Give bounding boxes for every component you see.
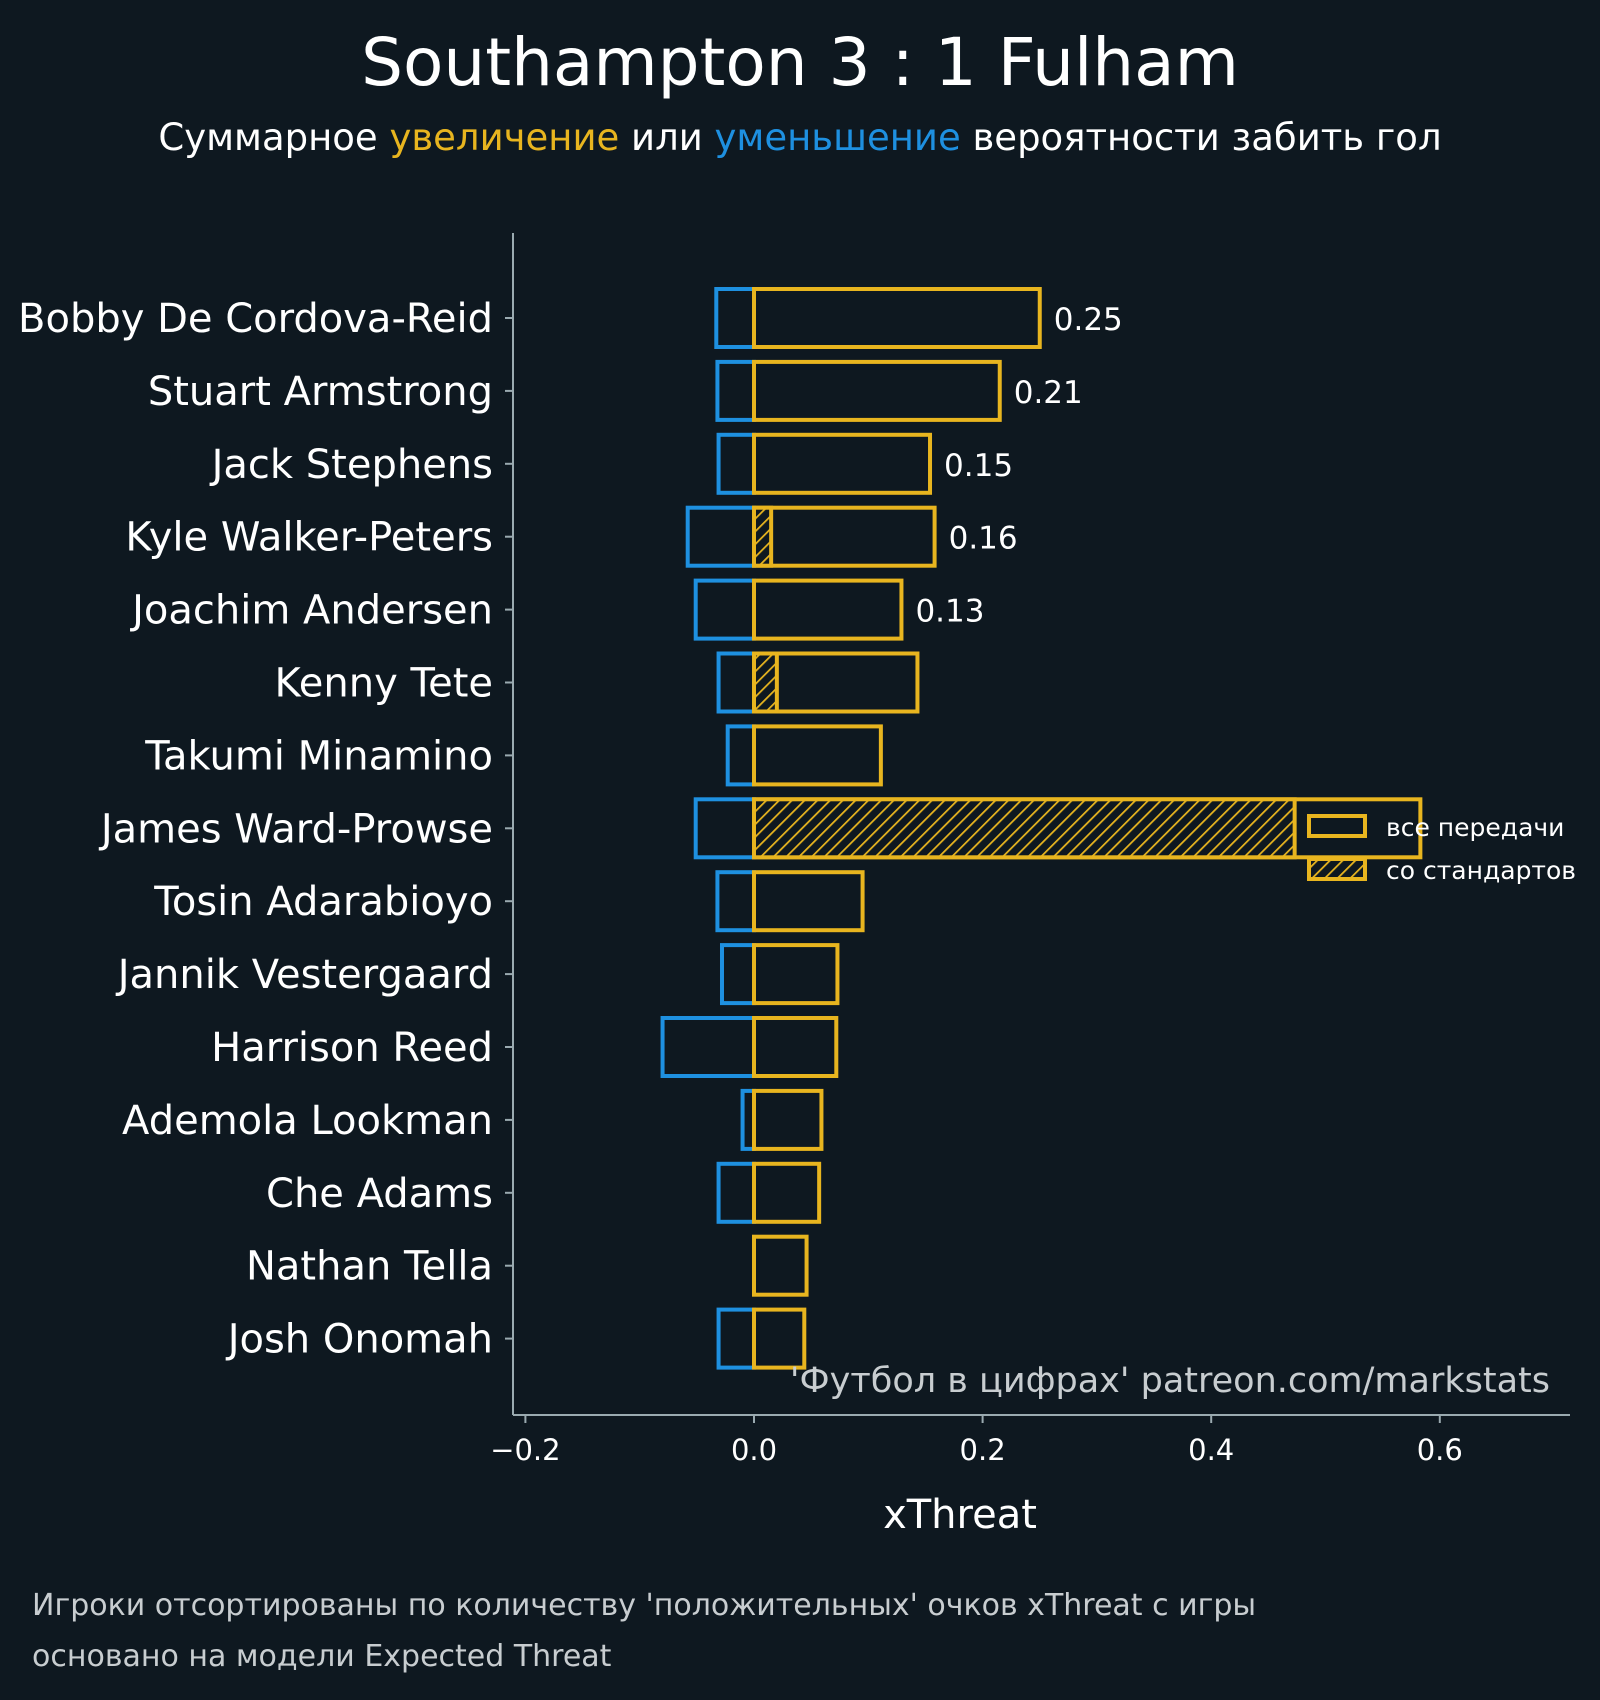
x-tick-label: 0.0 (731, 1433, 777, 1467)
bar-positive (752, 578, 904, 641)
subtitle-part-3: вероятности забить гол (961, 116, 1442, 159)
x-tick-label: −0.2 (490, 1433, 560, 1467)
y-tick-label: Joachim Andersen (129, 588, 493, 634)
bar-positive (752, 1016, 839, 1078)
x-axis-label: xThreat (883, 1492, 1037, 1538)
y-tick-label: Jannik Vestergaard (115, 952, 493, 998)
legend-swatch-set-pieces (1307, 857, 1367, 881)
data-label: 0.13 (915, 594, 984, 630)
y-tick-label: Che Adams (266, 1171, 493, 1217)
plot-area: −0.2 0.0 0.2 0.4 0.6 Bobby De Cordova-Reid 0.2… (18, 233, 1570, 1467)
data-label: 0.21 (1014, 375, 1083, 411)
legend-label-all-passes: все передачи (1386, 813, 1564, 842)
y-tick-label: Stuart Armstrong (148, 369, 493, 415)
bar-positive (752, 1161, 822, 1224)
bar-set-pieces (752, 651, 779, 714)
subtitle-decrease-word: уменьшение (715, 116, 961, 159)
data-label: 0.25 (1054, 302, 1123, 338)
y-tick-label: Tosin Adarabioyo (153, 879, 493, 925)
data-label: 0.16 (949, 521, 1018, 557)
subtitle-part-2: или (619, 116, 714, 159)
subtitle-part-1: Суммарное (158, 116, 389, 159)
bar-positive (752, 432, 933, 495)
y-tick-label: Jack Stephens (209, 442, 493, 488)
y-tick-label: Takumi Minamino (144, 733, 493, 779)
bar-positive (752, 724, 883, 787)
y-tick-label: Kyle Walker-Peters (125, 515, 493, 561)
legend-label-set-pieces: со стандартов (1386, 856, 1576, 885)
watermark: 'Футбол в цифрах' patreon.com/markstats (790, 1361, 1550, 1401)
bar-positive (752, 943, 840, 1006)
footnote-line-2: основано на модели Expected Threat (32, 1639, 612, 1674)
bar-positive (752, 1307, 807, 1370)
bar-positive (752, 1088, 824, 1151)
footnote-line-1: Игроки отсортированы по количеству 'поло… (32, 1588, 1256, 1623)
legend-swatch-all-passes (1307, 814, 1367, 838)
bar-set-pieces (752, 505, 774, 568)
x-tick-label: 0.4 (1188, 1433, 1234, 1467)
subtitle-increase-word: увеличение (389, 116, 619, 159)
x-tick-label: 0.6 (1417, 1433, 1463, 1467)
y-tick-label: Kenny Tete (275, 661, 493, 707)
bar-positive (752, 1234, 809, 1297)
bar-positive (752, 287, 1042, 349)
x-tick-label: 0.2 (960, 1433, 1006, 1467)
y-tick-label: Josh Onomah (225, 1317, 493, 1363)
bar-positive (752, 359, 1002, 422)
chart-subtitle: Суммарное увеличение или уменьшение веро… (158, 116, 1441, 159)
y-tick-label: Bobby De Cordova-Reid (18, 296, 493, 342)
y-tick-label: Harrison Reed (211, 1025, 493, 1071)
bar-set-pieces (752, 797, 1297, 860)
y-tick-label: Nathan Tella (246, 1244, 493, 1290)
y-tick-label: Ademola Lookman (122, 1098, 493, 1144)
data-label: 0.15 (944, 448, 1013, 484)
y-tick-label: James Ward-Prowse (98, 806, 493, 852)
bar-positive (752, 870, 865, 933)
chart-title: Southampton 3 : 1 Fulham (361, 24, 1239, 101)
legend: все передачи со стандартов (1307, 813, 1576, 885)
